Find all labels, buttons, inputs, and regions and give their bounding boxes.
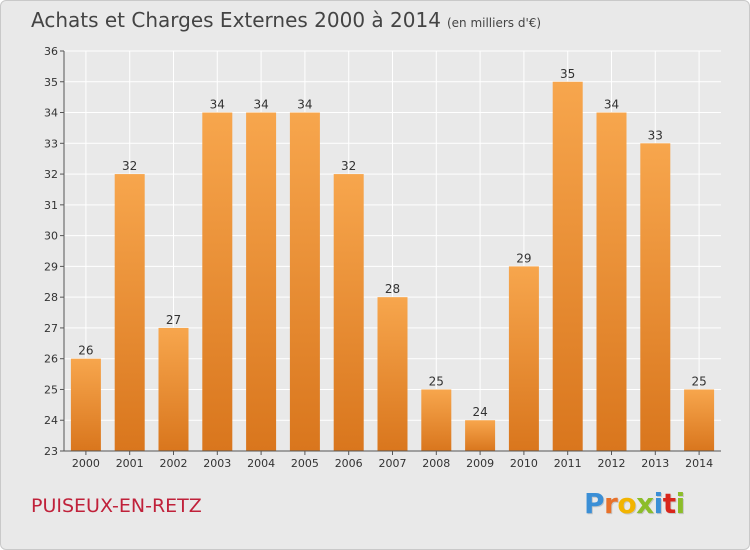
x-tick-label: 2012	[598, 457, 626, 470]
y-tick-label: 30	[44, 230, 58, 243]
value-label: 32	[122, 159, 137, 173]
proxiti-logo: Proxiti	[584, 487, 685, 520]
y-tick-label: 33	[44, 137, 58, 150]
y-tick-label: 32	[44, 168, 58, 181]
bar-2012	[596, 112, 627, 452]
chart-subtitle: (en milliers d'€)	[446, 16, 542, 30]
x-tick-label: 2006	[335, 457, 363, 470]
x-tick-label: 2011	[554, 457, 582, 470]
chart-title-text: Achats et Charges Externes 2000 à 2014	[31, 8, 441, 32]
y-tick-label: 36	[44, 45, 58, 58]
x-tick-label: 2002	[160, 457, 188, 470]
bar-2000	[70, 358, 101, 451]
logo-letter: i	[675, 487, 686, 520]
y-tick-label: 31	[44, 199, 58, 212]
x-tick-label: 2001	[116, 457, 144, 470]
x-tick-label: 2005	[291, 457, 319, 470]
value-label: 32	[341, 159, 356, 173]
labels: 23 24 25 26 27 28 29 30 31 32 33 34 35 36 26 2000 32 2001…	[44, 45, 713, 470]
bar-2006	[333, 174, 364, 452]
x-tick-label: 2003	[203, 457, 231, 470]
bar-2004	[246, 112, 277, 452]
y-tick-label: 35	[44, 76, 58, 89]
x-tick-label: 2010	[510, 457, 538, 470]
y-tick-label: 24	[44, 414, 58, 427]
bar-2010	[508, 266, 539, 451]
value-label: 34	[210, 98, 225, 112]
y-tick-label: 25	[44, 383, 58, 396]
bar-2009	[465, 420, 496, 451]
bars	[70, 81, 715, 452]
value-label: 34	[253, 98, 268, 112]
value-label: 25	[691, 374, 706, 388]
value-label: 25	[429, 374, 444, 388]
value-label: 24	[472, 405, 487, 419]
bar-2003	[202, 112, 233, 452]
bar-2001	[114, 174, 145, 452]
bar-2014	[684, 389, 715, 451]
bar-2011	[552, 81, 583, 452]
logo-letter: P	[584, 487, 605, 520]
y-tick-label: 27	[44, 322, 58, 335]
bar-2008	[421, 389, 452, 451]
commune-name: PUISEUX-EN-RETZ	[31, 495, 202, 517]
value-label: 35	[560, 67, 575, 81]
y-tick-label: 29	[44, 260, 58, 273]
x-tick-label: 2008	[422, 457, 450, 470]
bar-2002	[158, 327, 189, 451]
logo-letter: r	[604, 487, 618, 520]
bar-2007	[377, 297, 408, 451]
value-label: 34	[297, 98, 312, 112]
x-tick-label: 2004	[247, 457, 275, 470]
logo-letter: o	[617, 487, 637, 520]
bar-2005	[289, 112, 320, 452]
y-tick-label: 23	[44, 445, 58, 458]
x-tick-label: 2014	[685, 457, 713, 470]
logo-letter: t	[662, 487, 676, 520]
value-label: 29	[516, 251, 531, 265]
x-tick-label: 2009	[466, 457, 494, 470]
value-label: 27	[166, 313, 181, 327]
y-tick-label: 28	[44, 291, 58, 304]
axes	[60, 50, 721, 455]
logo-letter: x	[636, 487, 654, 520]
chart-title: Achats et Charges Externes 2000 à 2014 (e…	[31, 8, 541, 32]
x-tick-label: 2013	[641, 457, 669, 470]
bar-2013	[640, 143, 671, 452]
value-label: 28	[385, 282, 400, 296]
y-tick-label: 26	[44, 353, 58, 366]
value-label: 34	[604, 98, 619, 112]
value-label: 26	[78, 344, 93, 358]
x-tick-label: 2007	[379, 457, 407, 470]
y-tick-label: 34	[44, 107, 58, 120]
x-tick-label: 2000	[72, 457, 100, 470]
logo-letter: i	[653, 487, 664, 520]
value-label: 33	[648, 128, 663, 142]
